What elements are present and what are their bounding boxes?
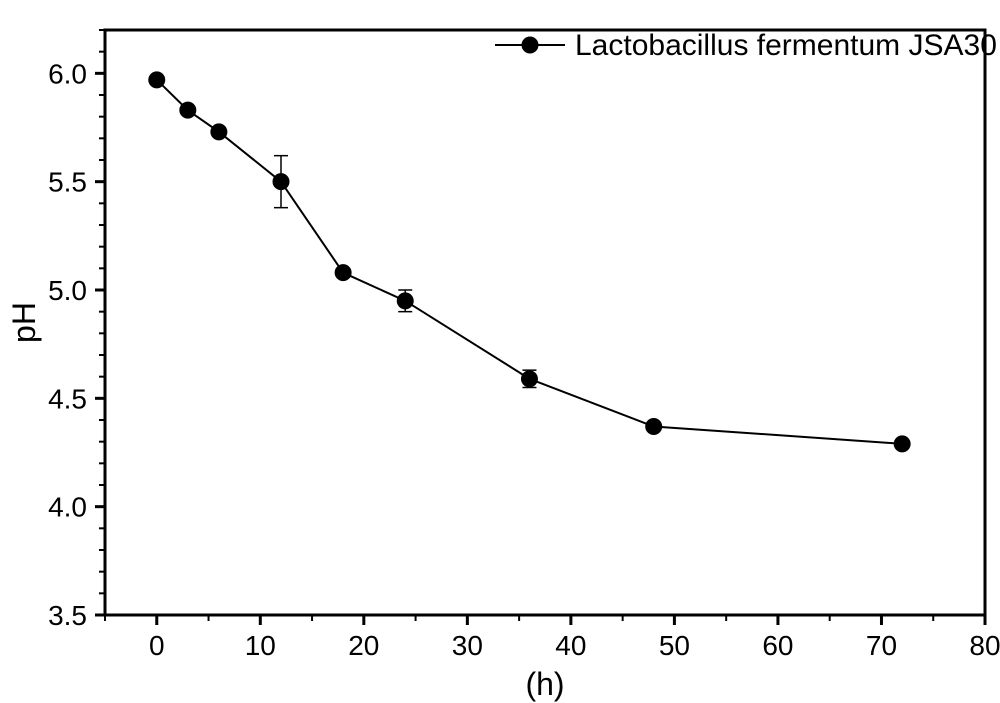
data-marker [521,371,537,387]
x-tick-label: 0 [149,630,165,661]
data-marker [149,72,165,88]
x-axis-label: (h) [525,666,564,702]
data-marker [211,124,227,140]
series-line [157,80,902,444]
legend-marker-icon [522,37,538,53]
x-tick-label: 50 [659,630,690,661]
x-tick-label: 30 [452,630,483,661]
data-marker [646,419,662,435]
chart-svg: 0 10 20 30 40 50 60 70 80 (h) 3.5 4.0 4.5 5.0 5.5 6.0 pH… [0,0,1000,703]
y-tick-label: 5.0 [48,275,87,306]
x-tick-label: 70 [866,630,897,661]
y-tick-label: 4.0 [48,492,87,523]
y-axis-label: pH [6,302,42,343]
chart-container: 0 10 20 30 40 50 60 70 80 (h) 3.5 4.0 4.5 5.0 5.5 6.0 pH… [0,0,1000,703]
x-tick-label: 20 [348,630,379,661]
x-tick-label: 60 [762,630,793,661]
y-tick-label: 6.0 [48,58,87,89]
x-tick-label: 80 [969,630,1000,661]
data-marker [273,174,289,190]
data-marker [894,436,910,452]
data-marker [180,102,196,118]
y-tick-label: 5.5 [48,167,87,198]
y-tick-label: 3.5 [48,600,87,631]
x-tick-label: 10 [245,630,276,661]
data-marker [335,265,351,281]
x-tick-label: 40 [555,630,586,661]
y-tick-label: 4.5 [48,383,87,414]
legend-label: Lactobacillus fermentum JSA30 [575,29,997,62]
data-marker [397,293,413,309]
